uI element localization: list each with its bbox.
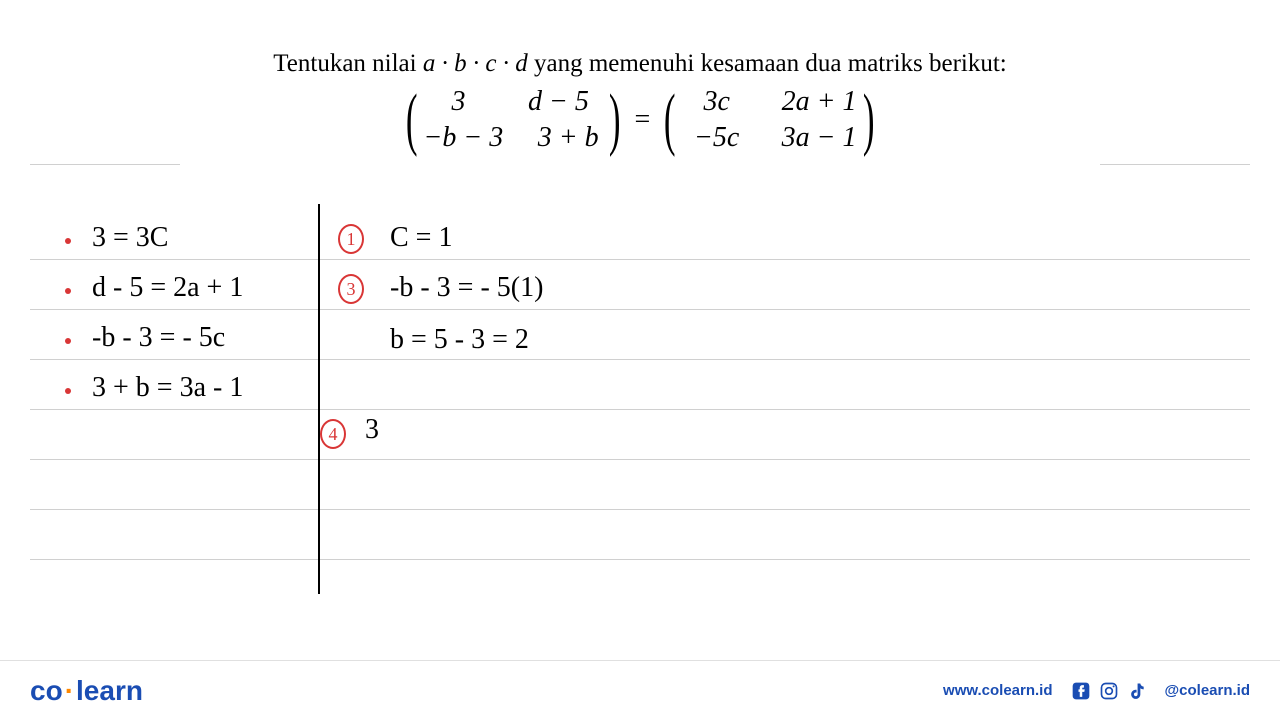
ruled-line	[1100, 164, 1250, 165]
matrix-cell: −b − 3	[423, 122, 503, 154]
ruled-line	[30, 309, 1250, 310]
work-text: -b - 3 = - 5(1)	[390, 272, 543, 304]
logo-separator-icon: ·	[65, 675, 74, 706]
logo-learn: learn	[76, 675, 143, 706]
matrix-left: ( 3 d − 5 −b − 3 3 + b )	[400, 86, 626, 154]
vertical-divider	[318, 204, 320, 594]
tiktok-icon[interactable]	[1127, 681, 1147, 701]
bullet-icon	[65, 288, 71, 294]
matrix-cell: 3	[423, 86, 493, 118]
matrix-cell: 3 + b	[533, 122, 603, 154]
work-text: b = 5 - 3 = 2	[390, 324, 529, 356]
ruled-line	[30, 259, 1250, 260]
matrix-cell: d − 5	[523, 86, 593, 118]
equation-text: 3 = 3C	[92, 222, 168, 254]
problem-variables: a · b · c · d	[423, 50, 528, 77]
equation-text: d - 5 = 2a + 1	[92, 272, 243, 304]
bullet-icon	[65, 338, 71, 344]
work-text: C = 1	[390, 222, 452, 254]
footer-right: www.colearn.id @colearn.id	[943, 681, 1250, 701]
paren-icon: )	[609, 90, 621, 150]
paren-icon: (	[406, 90, 418, 150]
bullet-icon	[65, 388, 71, 394]
ruled-line	[30, 409, 1250, 410]
website-link[interactable]: www.colearn.id	[943, 682, 1052, 699]
matrix-cell: 2a + 1	[782, 86, 857, 118]
logo-co: co	[30, 675, 63, 706]
equals-sign: =	[635, 104, 651, 136]
content-area: Tentukan nilai a · b · c · d yang memenu…	[0, 0, 1280, 720]
work-area: 3 = 3C d - 5 = 2a + 1 -b - 3 = - 5c 3 + …	[20, 174, 1260, 614]
instagram-icon[interactable]	[1099, 681, 1119, 701]
ruled-line	[30, 559, 1250, 560]
matrix-cell: 3c	[682, 86, 752, 118]
ruled-line	[30, 459, 1250, 460]
problem-text-before: Tentukan nilai	[273, 50, 423, 77]
footer: co·learn www.colearn.id @colearn.id	[0, 660, 1280, 720]
equation-text: -b - 3 = - 5c	[92, 322, 225, 354]
step-number-circled: 1	[338, 224, 364, 254]
matrix-right: ( 3c 2a + 1 −5c 3a − 1 )	[658, 86, 880, 154]
equation-text: 3 + b = 3a - 1	[92, 372, 243, 404]
social-icons	[1071, 681, 1147, 701]
step-number-circled: 4	[320, 419, 346, 449]
problem-text-after: yang memenuhi kesamaan dua matriks berik…	[528, 50, 1007, 77]
social-handle: @colearn.id	[1165, 682, 1250, 699]
ruled-line	[30, 509, 1250, 510]
ruled-line	[30, 164, 180, 165]
bullet-icon	[65, 238, 71, 244]
work-text: 3	[365, 414, 379, 446]
problem-statement: Tentukan nilai a · b · c · d yang memenu…	[20, 50, 1260, 78]
facebook-icon[interactable]	[1071, 681, 1091, 701]
step-number-circled: 3	[338, 274, 364, 304]
matrix-equation: ( 3 d − 5 −b − 3 3 + b ) = ( 3c 2a + 1	[20, 86, 1260, 154]
paren-icon: (	[664, 90, 676, 150]
matrix-cell: 3a − 1	[782, 122, 857, 154]
logo: co·learn	[30, 675, 143, 707]
ruled-line	[30, 359, 1250, 360]
paren-icon: )	[862, 90, 874, 150]
matrix-cell: −5c	[682, 122, 752, 154]
